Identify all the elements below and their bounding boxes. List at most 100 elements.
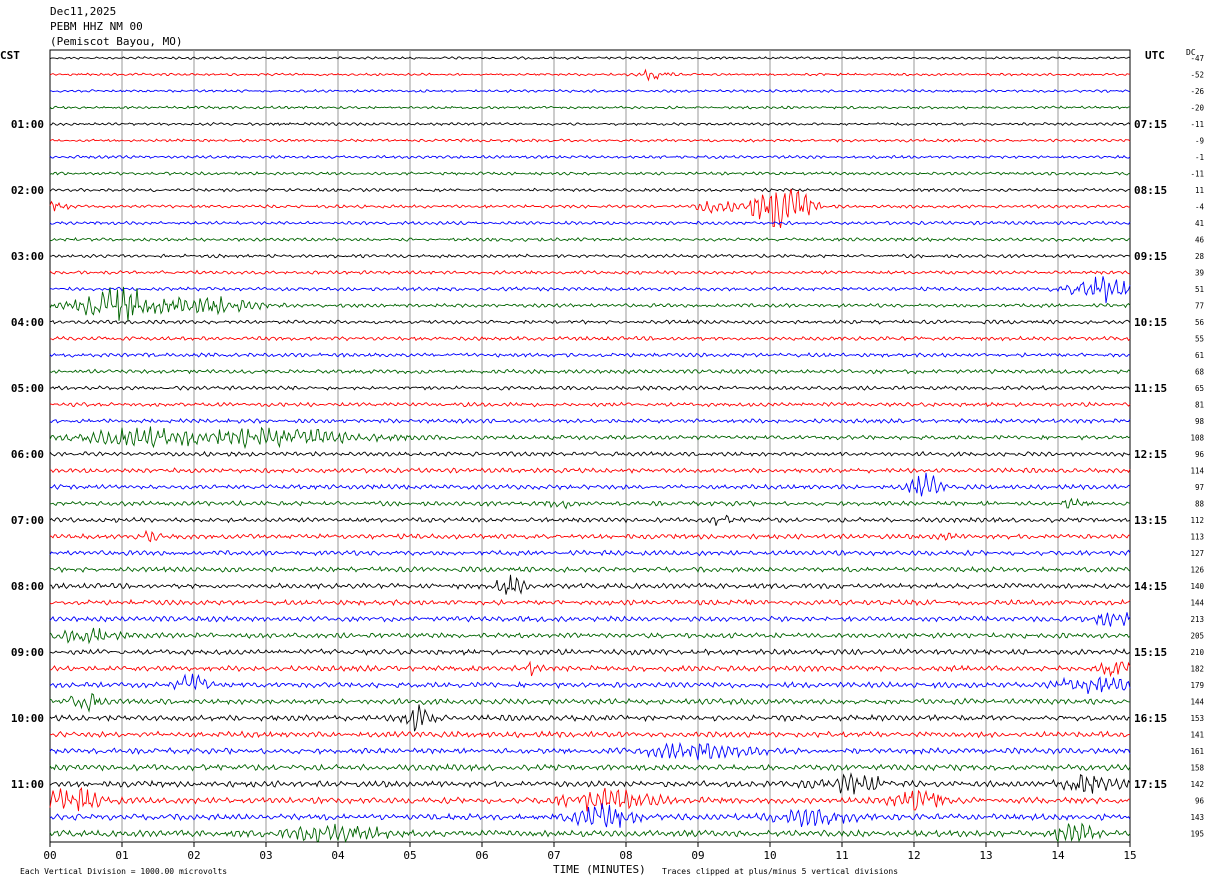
seismic-trace	[49, 385, 1131, 391]
x-tick-label: 08	[619, 849, 632, 862]
seismic-trace	[49, 269, 1131, 276]
x-tick-label: 11	[835, 849, 848, 862]
cst-hour-label: 09:00	[11, 646, 44, 659]
seismic-trace	[49, 154, 1131, 160]
station-name: PEBM HHZ NM 00	[50, 20, 143, 33]
utc-hour-label: 11:15	[1134, 382, 1167, 395]
dc-offset-label: 113	[1190, 533, 1204, 542]
dc-offset-label: 55	[1195, 335, 1204, 344]
station-location: (Pemiscot Bayou, MO)	[50, 35, 183, 48]
dc-label: DC	[1186, 48, 1196, 57]
dc-offset-label: 142	[1190, 780, 1204, 789]
seismic-trace	[49, 803, 1131, 828]
seismic-trace	[49, 786, 1130, 812]
dc-offset-label: 46	[1195, 236, 1205, 245]
seismic-trace	[49, 704, 1131, 732]
dc-offset-label: 182	[1190, 665, 1204, 674]
dc-offset-label: 61	[1195, 351, 1204, 360]
cst-hour-label: 08:00	[11, 580, 44, 593]
utc-hour-label: 10:15	[1134, 316, 1167, 329]
x-tick-label: 10	[763, 849, 776, 862]
dc-offset-label: 97	[1195, 483, 1204, 492]
dc-offset-label: 195	[1190, 830, 1204, 839]
seismic-trace	[49, 467, 1131, 474]
seismic-trace	[49, 472, 1131, 497]
seismic-trace	[49, 514, 1131, 526]
dc-offset-label: 96	[1195, 797, 1205, 806]
dc-offset-label: 77	[1195, 302, 1204, 311]
dc-offset-label: 96	[1195, 450, 1205, 459]
cst-hour-label: 11:00	[11, 778, 44, 791]
dc-offset-label: 213	[1190, 615, 1204, 624]
seismic-trace	[49, 188, 1131, 228]
cst-axis-label: CST	[0, 49, 20, 62]
seismic-trace	[49, 171, 1131, 176]
x-tick-label: 07	[547, 849, 560, 862]
dc-offset-label: -9	[1195, 137, 1204, 146]
dc-offset-label: 114	[1190, 467, 1204, 476]
seismic-trace	[49, 772, 1131, 795]
cst-hour-label: 03:00	[11, 250, 44, 263]
x-tick-label: 01	[115, 849, 128, 862]
dc-offset-label: -11	[1190, 170, 1204, 179]
cst-hour-label: 07:00	[11, 514, 44, 527]
x-tick-label: 03	[259, 849, 272, 862]
x-tick-label: 05	[403, 849, 416, 862]
x-tick-label: 09	[691, 849, 704, 862]
dc-offset-label: 158	[1190, 764, 1204, 773]
utc-hour-label: 12:15	[1134, 448, 1167, 461]
dc-offset-label: 56	[1195, 318, 1205, 327]
dc-offset-label: -1	[1195, 153, 1204, 162]
cst-hour-label: 06:00	[11, 448, 44, 461]
dc-offset-label: 98	[1195, 417, 1205, 426]
dc-offset-label: -4	[1195, 203, 1205, 212]
utc-hour-label: 07:15	[1134, 118, 1167, 131]
seismic-trace	[49, 352, 1131, 358]
dc-offset-label: 210	[1190, 648, 1204, 657]
seismic-trace	[49, 138, 1131, 143]
seismic-trace	[49, 88, 1131, 93]
seismic-trace	[49, 56, 1131, 60]
dc-offset-label: 81	[1195, 401, 1204, 410]
dc-offset-label: 140	[1190, 582, 1204, 591]
cst-hour-label: 05:00	[11, 382, 44, 395]
seismic-trace	[49, 529, 1131, 543]
cst-hour-label: 10:00	[11, 712, 44, 725]
utc-hour-label: 08:15	[1134, 184, 1167, 197]
seismic-trace	[49, 417, 1131, 425]
dc-offset-label: 127	[1190, 549, 1204, 558]
seismic-trace	[49, 673, 1131, 695]
dc-offset-label: 144	[1190, 599, 1204, 608]
seismic-trace	[49, 612, 1131, 627]
dc-offset-label: 144	[1190, 698, 1204, 707]
x-tick-label: 02	[187, 849, 200, 862]
seismic-trace	[49, 450, 1131, 458]
dc-offset-label: 126	[1190, 566, 1204, 575]
seismic-trace	[49, 368, 1131, 375]
plot-frame	[49, 49, 1131, 843]
utc-hour-label: 17:15	[1134, 778, 1167, 791]
dc-offset-label: -11	[1190, 120, 1204, 129]
seismic-trace	[49, 105, 1131, 110]
dc-offset-label: 141	[1190, 731, 1204, 740]
dc-offset-label: 108	[1190, 434, 1204, 443]
x-tick-label: 06	[475, 849, 488, 862]
cst-hour-label: 04:00	[11, 316, 44, 329]
seismic-trace	[49, 598, 1131, 607]
seismic-trace	[49, 276, 1131, 304]
seismic-trace	[49, 319, 1131, 325]
seismic-trace	[49, 497, 1131, 510]
dc-offset-label: 11	[1195, 186, 1204, 195]
seismic-trace	[49, 692, 1131, 713]
x-tick-label: 13	[979, 849, 992, 862]
dc-offset-label: -52	[1190, 71, 1204, 80]
cst-hour-label: 02:00	[11, 184, 44, 197]
seismic-trace	[49, 565, 1131, 574]
x-tick-label: 00	[43, 849, 56, 862]
seismic-trace	[49, 574, 1131, 595]
seismic-trace	[49, 648, 1131, 656]
scale-note: Each Vertical Division = 1000.00 microvo…	[20, 867, 228, 876]
x-tick-label: 04	[331, 849, 345, 862]
seismic-trace	[49, 253, 1131, 259]
seismic-trace	[49, 121, 1131, 127]
